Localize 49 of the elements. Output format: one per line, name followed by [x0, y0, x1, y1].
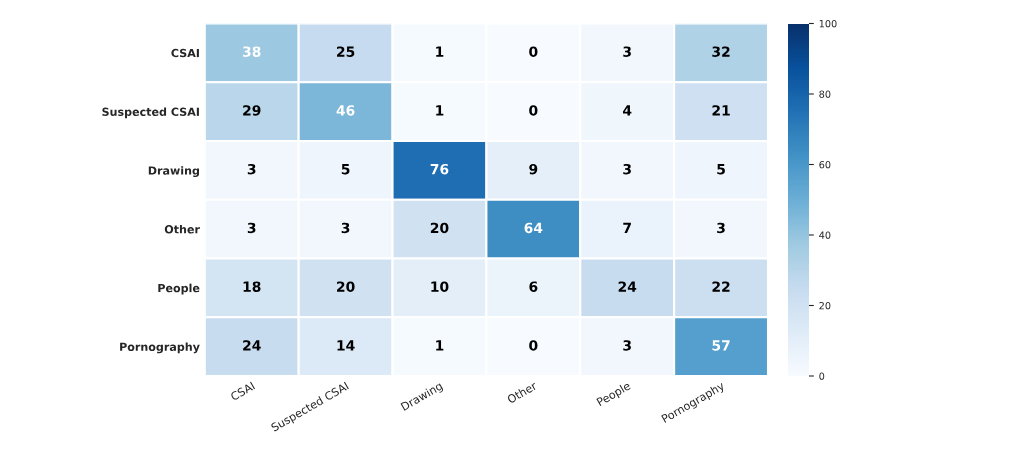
y-tick-label: Pornography	[120, 342, 200, 354]
x-tick-label: CSAI	[229, 381, 256, 401]
data-label: 0	[529, 105, 538, 116]
color-bar-label: 40	[819, 231, 831, 239]
data-label: 3	[247, 222, 256, 234]
data-label: 3	[623, 340, 631, 351]
y-tick-label: Other	[164, 224, 200, 234]
data-label: 3	[717, 222, 725, 234]
data-label: 57	[712, 340, 730, 351]
data-label: 9	[529, 163, 538, 175]
data-label: 38	[243, 46, 261, 57]
color-bar-label: 20	[819, 301, 831, 310]
data-label: 21	[712, 105, 730, 116]
data-label: 6	[529, 281, 538, 292]
data-label: 76	[430, 163, 449, 175]
data-label: 3	[341, 222, 350, 234]
data-label: 3	[623, 46, 631, 57]
data-label: 46	[336, 105, 355, 116]
color-bar-label: 60	[819, 160, 831, 169]
data-label: 1	[436, 340, 444, 351]
color-bar-label: 0	[819, 372, 825, 380]
data-label: 24	[618, 281, 637, 292]
data-label: 10	[431, 281, 449, 292]
data-label: 7	[623, 222, 631, 233]
color-bar-label: 100	[819, 19, 837, 28]
data-label: 5	[341, 164, 350, 175]
color-bar-label: 80	[819, 90, 831, 98]
data-label: 24	[243, 340, 261, 351]
data-label: 3	[623, 163, 631, 175]
data-label: 1	[436, 105, 444, 116]
y-tick-label: People	[158, 283, 200, 295]
data-label: 20	[337, 281, 355, 292]
y-tick-label: CSAI	[171, 48, 199, 58]
data-label: 20	[430, 222, 449, 234]
data-label: 1	[436, 46, 444, 57]
data-label: 5	[717, 164, 725, 175]
data-label: 22	[712, 281, 730, 292]
y-tick-label: Drawing	[148, 166, 199, 177]
y-tick-label: Suspected CSAI	[102, 107, 199, 119]
data-label: 29	[243, 105, 261, 116]
data-label: 18	[243, 281, 261, 292]
data-label: 0	[529, 340, 538, 351]
data-label: 64	[524, 222, 543, 234]
data-label: 3	[247, 163, 256, 175]
data-label: 14	[337, 340, 355, 351]
data-label: 25	[337, 46, 355, 57]
data-label: 32	[712, 46, 730, 57]
data-label: 0	[529, 46, 538, 57]
data-label: 4	[622, 105, 632, 116]
